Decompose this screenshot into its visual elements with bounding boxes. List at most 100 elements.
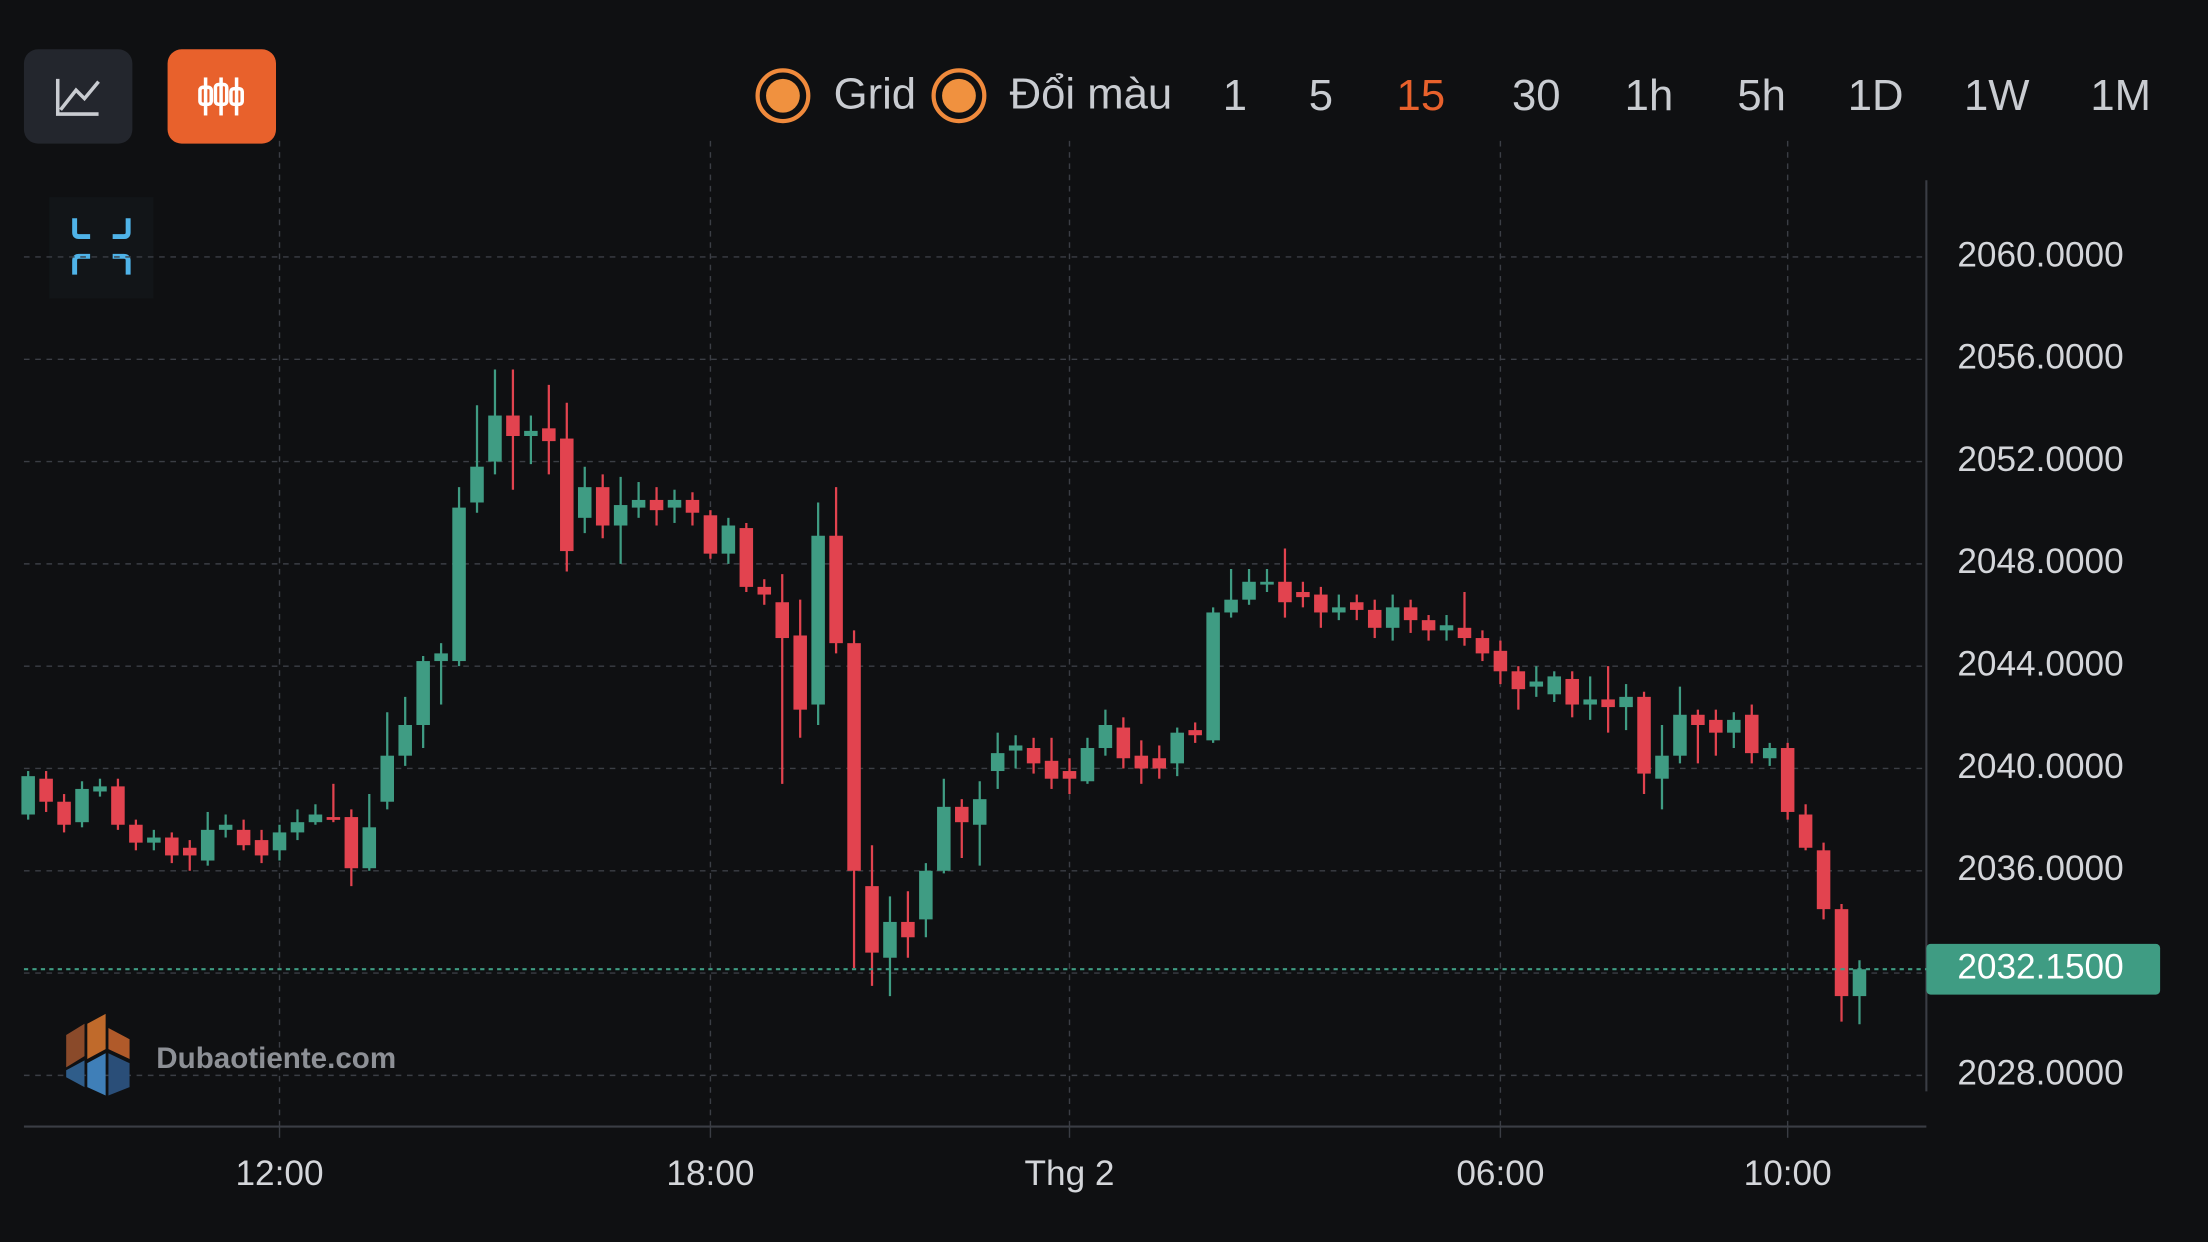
- interval-button[interactable]: 5: [1309, 71, 1333, 120]
- candle-body: [883, 921, 897, 958]
- candle-body: [93, 786, 107, 792]
- candle-body: [1242, 581, 1256, 600]
- interval-button[interactable]: 1W: [1964, 71, 2030, 120]
- candle-body: [21, 776, 35, 815]
- candle-body: [1260, 581, 1274, 585]
- candle-body: [200, 829, 215, 861]
- candle-body: [1547, 676, 1562, 695]
- last-price-label: 2032.1500: [1957, 948, 2123, 987]
- line-mode-button[interactable]: [23, 49, 133, 144]
- candle-body: [344, 817, 359, 869]
- candle-body: [1350, 602, 1364, 610]
- toggle-label[interactable]: Grid: [834, 70, 916, 119]
- candle-body: [39, 778, 53, 802]
- candle-body: [182, 847, 197, 856]
- candle-body: [829, 535, 843, 644]
- candle-body: [470, 466, 484, 503]
- candle-body: [1367, 609, 1382, 628]
- candle-body: [111, 786, 125, 825]
- candle-body: [865, 886, 879, 953]
- candle-body: [542, 428, 556, 442]
- candle-body: [1493, 650, 1508, 672]
- last-price-box: [1926, 943, 2161, 995]
- toolbar: Grid Đổi màu 1 5 15 30 1h 5h 1D 1W 1M: [755, 68, 2151, 124]
- interval-button[interactable]: 1M: [2090, 71, 2151, 120]
- x-tick-label: 06:00: [1456, 1154, 1544, 1193]
- y-tick-label: 2040.0000: [1957, 747, 2123, 786]
- candle-body: [1332, 607, 1346, 613]
- candle-body: [847, 643, 861, 871]
- interval-button[interactable]: 15: [1397, 71, 1446, 120]
- candle-body: [308, 814, 323, 823]
- x-tick-label: 18:00: [666, 1154, 754, 1193]
- candle-body: [1744, 714, 1759, 754]
- candle-body: [703, 515, 718, 554]
- candle-body: [488, 415, 502, 462]
- toggle-ring[interactable]: [931, 68, 987, 124]
- toggle-dot[interactable]: [766, 78, 800, 113]
- candle-body: [416, 661, 430, 725]
- interval-button[interactable]: 1D: [1848, 71, 1904, 120]
- candle-body: [1691, 714, 1705, 725]
- candle-body: [1439, 625, 1454, 631]
- candle-body: [1296, 592, 1310, 598]
- compress-icon[interactable]: [49, 197, 154, 299]
- candle-body: [1170, 732, 1184, 764]
- candle-body: [739, 528, 754, 587]
- candle-body: [1457, 627, 1472, 639]
- candle-body: [254, 840, 269, 856]
- candle-body: [937, 806, 951, 871]
- candle-body: [811, 535, 825, 705]
- interval-button[interactable]: 5h: [1737, 71, 1786, 120]
- candle-body: [1188, 730, 1202, 736]
- candle-body: [362, 827, 377, 869]
- candle-body: [1601, 699, 1615, 708]
- candle-body: [613, 505, 628, 526]
- candle-body: [1852, 969, 1867, 997]
- x-tick-label: Thg 2: [1025, 1154, 1115, 1193]
- candle-body: [1421, 620, 1436, 631]
- interval-button[interactable]: 30: [1512, 71, 1561, 120]
- candle-body: [129, 824, 143, 843]
- candle-body: [1583, 699, 1597, 705]
- candle-body: [1619, 696, 1633, 708]
- candle-body: [775, 602, 789, 639]
- candle-body: [57, 801, 71, 825]
- y-tick-label: 2028.0000: [1957, 1054, 2123, 1093]
- candle-body: [1062, 771, 1077, 779]
- candle-body: [649, 499, 664, 511]
- candle-body: [721, 525, 736, 554]
- candle-body: [901, 921, 915, 938]
- candle-body: [1529, 681, 1544, 687]
- candle-mode-button[interactable]: [167, 49, 276, 144]
- candle-body: [972, 799, 987, 825]
- candle-body: [434, 653, 448, 662]
- y-tick-label: 2048.0000: [1957, 542, 2123, 581]
- candle-body: [1762, 748, 1777, 759]
- candle-body: [326, 817, 341, 820]
- candle-body: [1116, 727, 1131, 759]
- watermark: Dubaotiente.com: [66, 1013, 396, 1096]
- candle-body: [1727, 719, 1741, 733]
- candle-body: [1026, 748, 1041, 764]
- interval-button[interactable]: 1h: [1625, 71, 1674, 120]
- toggle-dot[interactable]: [942, 78, 976, 113]
- candle-body: [1206, 612, 1220, 741]
- toggle-label[interactable]: Đổi màu: [1010, 70, 1173, 119]
- interval-button[interactable]: 1: [1223, 71, 1247, 120]
- toggle-ring[interactable]: [755, 68, 811, 124]
- y-tick-label: 2056.0000: [1957, 338, 2123, 377]
- candle-body: [1834, 909, 1849, 997]
- candle-body: [1152, 758, 1167, 769]
- candle-body: [1565, 678, 1579, 705]
- watermark-text: Dubaotiente.com: [156, 1042, 396, 1075]
- y-tick-label: 2060.0000: [1957, 235, 2123, 274]
- candle-body: [793, 635, 807, 710]
- candle-body: [1780, 748, 1795, 812]
- candle-body: [236, 829, 251, 846]
- candle-body: [1278, 581, 1292, 603]
- candle-body: [1816, 850, 1831, 910]
